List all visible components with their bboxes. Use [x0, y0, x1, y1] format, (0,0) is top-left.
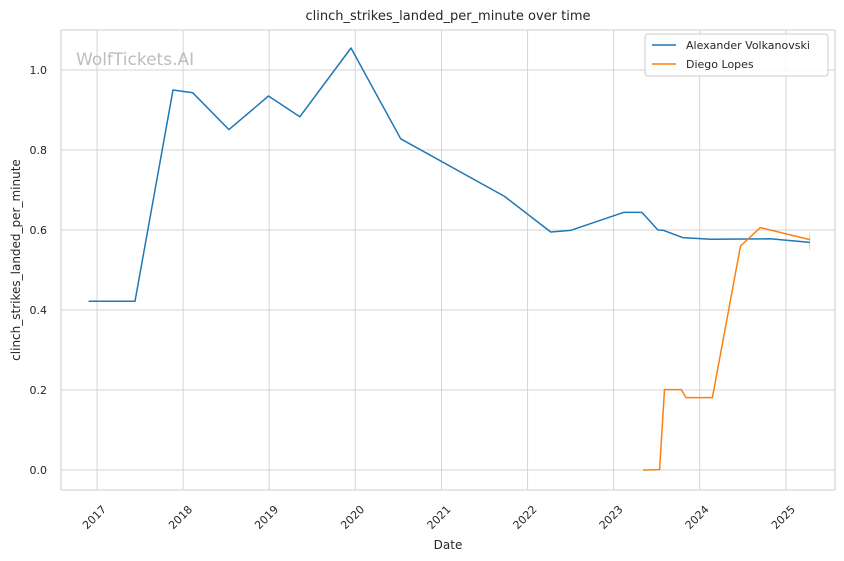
y-tick-label-3: 0.6	[30, 224, 48, 237]
y-tick-label-4: 0.8	[30, 144, 48, 157]
plot-frame	[60, 29, 836, 491]
series-line-0	[88, 47, 810, 302]
legend-label-lopes: Diego Lopes	[686, 58, 754, 71]
grid-lines	[61, 30, 835, 490]
y-tick-label-5: 1.0	[30, 64, 48, 77]
y-axis-label: clinch_strikes_landed_per_minute	[9, 159, 23, 361]
series-lines	[88, 47, 811, 471]
legend-box	[644, 33, 829, 77]
series-line-1	[643, 226, 810, 471]
chart-title: clinch_strikes_landed_per_minute over ti…	[305, 9, 590, 24]
y-tick-label-0: 0.0	[30, 464, 48, 477]
y-tick-label-2: 0.4	[30, 304, 48, 317]
legend-label-volkanovski: Alexander Volkanovski	[686, 39, 810, 52]
watermark: WolfTickets.AI	[76, 50, 194, 70]
y-tick-label-1: 0.2	[30, 384, 48, 397]
x-axis-label: Date	[434, 538, 463, 552]
legend: Alexander Volkanovski Diego Lopes	[644, 33, 829, 77]
